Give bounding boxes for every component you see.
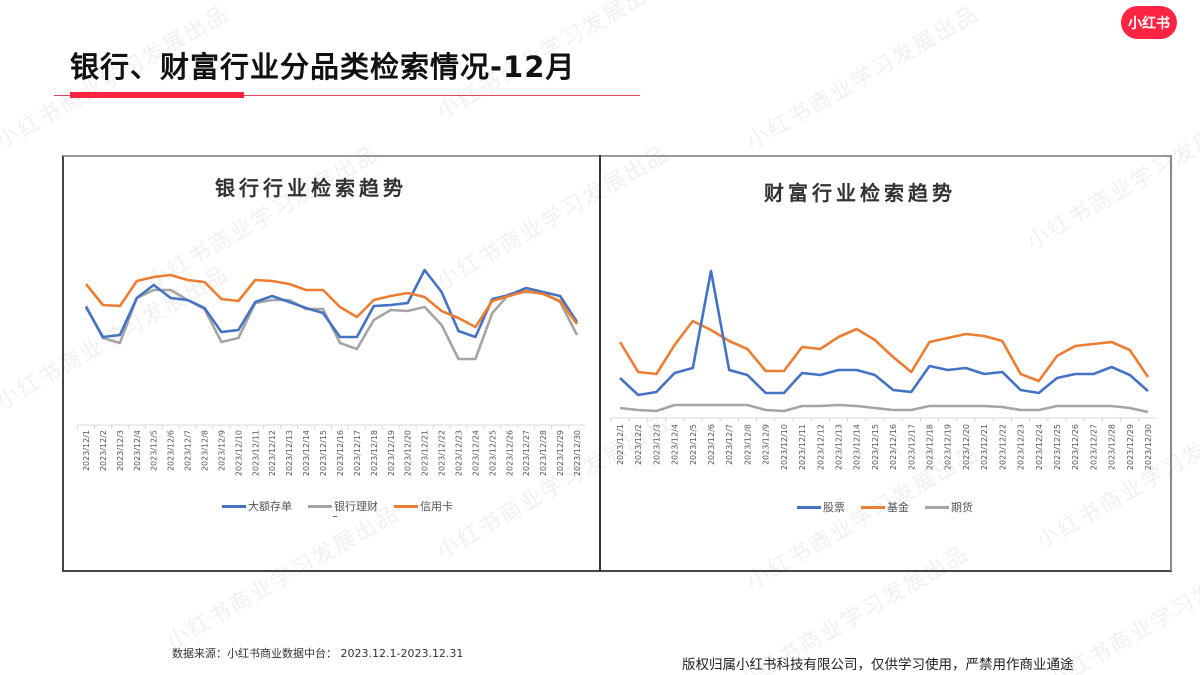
- legend-label: 期货: [951, 501, 973, 514]
- x-tick-label: 2023/12/12: [816, 424, 825, 470]
- x-tick-label: 2023/12/10: [234, 430, 243, 476]
- title-underline-accent: [70, 92, 244, 98]
- x-tick-label: 2023/12/22: [438, 430, 447, 476]
- x-tick-label: 2023/12/19: [944, 424, 953, 470]
- x-tick-label: 2023/12/24: [1035, 424, 1044, 470]
- x-tick-label: 2023/12/5: [689, 424, 698, 465]
- left-chart-title: 银行行业检索趋势: [215, 176, 407, 200]
- series-line: [619, 269, 1149, 397]
- legend-swatch-blue-icon: [797, 505, 821, 509]
- x-tick-label: 2023/12/9: [217, 430, 226, 471]
- series-line: [84, 273, 579, 329]
- x-tick-label: 2023/12/9: [762, 424, 771, 465]
- x-tick-label: 2023/12/18: [370, 430, 379, 476]
- x-tick-label: 2023/12/22: [998, 424, 1007, 470]
- x-tick-label: 2023/12/14: [853, 424, 862, 470]
- title-underline: [54, 95, 640, 96]
- legend-item: 银行理财: [308, 498, 378, 514]
- x-tick-label: 2023/12/28: [1108, 424, 1117, 470]
- x-tick-label: 2023/12/14: [302, 430, 311, 476]
- x-tick-label: 2023/12/26: [1071, 424, 1080, 470]
- x-tick-label: 2023/12/8: [743, 424, 752, 465]
- x-tick-label: 2023/12/25: [488, 430, 497, 476]
- x-tick-label: 2023/12/23: [454, 430, 463, 476]
- legend-swatch-gray-icon: [925, 505, 949, 509]
- x-tick-label: 2023/12/23: [1017, 424, 1026, 470]
- legend-artifact: [333, 516, 337, 517]
- legend-item: 期货: [925, 499, 973, 515]
- x-tick-label: 2023/12/5: [150, 430, 159, 471]
- x-tick-label: 2023/12/29: [556, 430, 565, 476]
- x-tick-label: 2023/12/4: [671, 424, 680, 465]
- x-tick-label: 2023/12/20: [962, 424, 971, 470]
- x-tick-label: 2023/12/16: [889, 424, 898, 470]
- x-tick-label: 2023/12/30: [1144, 424, 1153, 470]
- x-tick-label: 2023/12/17: [907, 424, 916, 470]
- x-tick-label: 2023/12/20: [404, 430, 413, 476]
- x-tick-label: 2023/12/30: [573, 430, 582, 476]
- legend-label: 银行理财: [334, 500, 378, 513]
- x-tick-label: 2023/12/6: [707, 424, 716, 465]
- legend-item: 股票: [797, 499, 845, 515]
- x-tick-label: 2023/12/12: [268, 430, 277, 476]
- legend-label: 股票: [823, 501, 845, 514]
- x-tick-label: 2023/12/21: [421, 430, 430, 476]
- legend-label: 信用卡: [420, 500, 453, 513]
- x-tick-label: 2023/12/19: [387, 430, 396, 476]
- x-tick-label: 2023/12/11: [798, 424, 807, 470]
- x-tick-label: 2023/12/16: [336, 430, 345, 476]
- legend-item: 基金: [861, 499, 909, 515]
- right-chart-title: 财富行业检索趋势: [764, 181, 956, 205]
- x-tick-label: 2023/12/2: [634, 424, 643, 465]
- xiaohongshu-logo: 小红书: [1121, 6, 1177, 39]
- x-tick-label: 2023/12/28: [539, 430, 548, 476]
- legend-swatch-orange-icon: [861, 505, 885, 509]
- x-tick-label: 2023/12/3: [116, 430, 125, 471]
- x-tick-label: 2023/12/2: [99, 430, 108, 471]
- x-tick-label: 2023/12/7: [725, 424, 734, 465]
- x-tick-label: 2023/12/10: [780, 424, 789, 470]
- x-tick-label: 2023/12/25: [1053, 424, 1062, 470]
- x-tick-label: 2023/12/13: [285, 430, 294, 476]
- x-tick-label: 2023/12/29: [1126, 424, 1135, 470]
- x-tick-label: 2023/12/17: [353, 430, 362, 476]
- right-chart-legend: 股票 基金 期货: [797, 499, 973, 515]
- x-tick-label: 2023/12/1: [82, 430, 91, 471]
- x-tick-label: 2023/12/11: [251, 430, 260, 476]
- x-tick-label: 2023/12/24: [471, 430, 480, 476]
- x-tick-label: 2023/12/26: [505, 430, 514, 476]
- x-tick-label: 2023/12/7: [184, 430, 193, 471]
- series-line: [619, 403, 1149, 414]
- legend-label: 大额存单: [248, 500, 292, 513]
- x-tick-label: 2023/12/15: [319, 430, 328, 476]
- x-tick-label: 2023/12/21: [980, 424, 989, 470]
- legend-swatch-gray-icon: [308, 504, 332, 508]
- legend-swatch-blue-icon: [222, 504, 246, 508]
- x-tick-label: 2023/12/4: [133, 430, 142, 471]
- series-line: [84, 268, 579, 339]
- legend-swatch-orange-icon: [394, 504, 418, 508]
- charts-frame: [62, 155, 1172, 572]
- x-tick-label: 2023/12/27: [522, 430, 531, 476]
- x-tick-label: 2023/12/13: [834, 424, 843, 470]
- x-tick-label: 2023/12/1: [616, 424, 625, 465]
- x-tick-label: 2023/12/18: [926, 424, 935, 470]
- page-title: 银行、财富行业分品类检索情况-12月: [70, 50, 576, 84]
- data-source-note: 数据来源：小红书商业数据中台： 2023.12.1-2023.12.31: [172, 647, 464, 660]
- x-tick-label: 2023/12/15: [871, 424, 880, 470]
- legend-item: 大额存单: [222, 498, 292, 514]
- legend-item: 信用卡: [394, 498, 453, 514]
- x-tick-label: 2023/12/3: [652, 424, 661, 465]
- legend-label: 基金: [887, 501, 909, 514]
- x-tick-label: 2023/12/8: [201, 430, 210, 471]
- series-line: [618, 319, 1150, 383]
- charts-divider: [599, 155, 601, 572]
- left-chart-legend: 大额存单 银行理财 信用卡: [222, 498, 453, 514]
- x-tick-label: 2023/12/27: [1089, 424, 1098, 470]
- copyright-note: 版权归属小红书科技有限公司，仅供学习使用，严禁用作商业通途: [682, 657, 1074, 673]
- x-tick-label: 2023/12/6: [167, 430, 176, 471]
